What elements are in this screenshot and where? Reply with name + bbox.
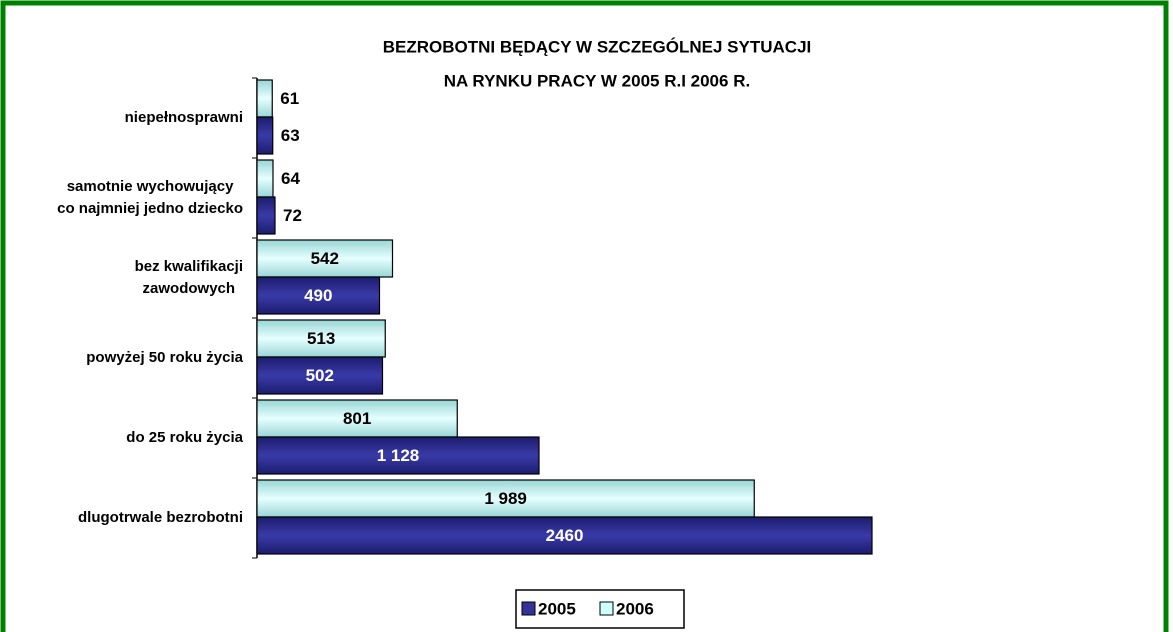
legend-label: 2005 [538,599,576,618]
data-label: 61 [280,89,299,108]
bar [256,159,274,198]
category-label: niepełnosprawni [124,109,243,126]
bar [256,356,384,395]
data-label: 2460 [546,526,584,545]
data-label: 542 [311,249,339,268]
bar [256,436,540,475]
bar [256,79,273,118]
bar [256,116,274,155]
data-label: 513 [307,329,335,348]
bar [256,196,276,235]
category-label: do 25 roku życia [126,429,243,446]
category-label: samotnie wychowujący co najmniej jedno d… [57,178,243,217]
bar [256,516,873,555]
legend-swatch [521,601,536,616]
legend-label: 2006 [616,599,654,618]
chart-title: NA RYNKU PRACY W 2005 R.I 2006 R. [444,71,750,90]
bar [256,399,458,438]
legend-swatch [599,601,614,616]
bar [256,276,381,315]
bar [256,479,755,518]
data-label: 1 989 [484,489,527,508]
category-label: powyżej 50 roku życia [86,349,243,366]
category-label: bez kwalifikacji zawodowych [134,258,243,297]
category-label: dlugotrwale bezrobotni [78,509,243,526]
data-label: 72 [283,206,302,225]
data-label: 63 [281,126,300,145]
data-label: 502 [306,366,334,385]
data-label: 801 [343,409,371,428]
data-label: 1 128 [377,446,420,465]
data-label: 64 [281,169,300,188]
chart-title: BEZROBOTNI BĘDĄCY W SZCZEGÓLNEJ SYTUACJI [383,37,812,56]
data-label: 490 [304,286,332,305]
